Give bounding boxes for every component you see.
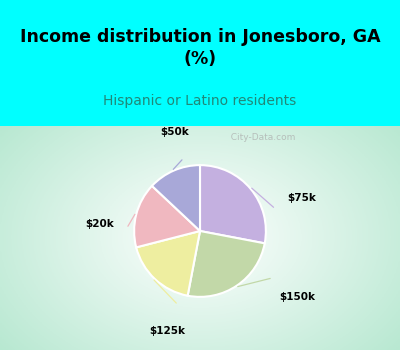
Text: $150k: $150k bbox=[280, 292, 316, 302]
Text: $20k: $20k bbox=[86, 219, 114, 229]
Wedge shape bbox=[136, 231, 200, 296]
Text: Hispanic or Latino residents: Hispanic or Latino residents bbox=[103, 94, 297, 108]
Wedge shape bbox=[200, 165, 266, 243]
Text: Income distribution in Jonesboro, GA
(%): Income distribution in Jonesboro, GA (%) bbox=[20, 28, 380, 68]
Text: $75k: $75k bbox=[288, 193, 316, 203]
Text: City-Data.com: City-Data.com bbox=[225, 133, 296, 142]
Wedge shape bbox=[188, 231, 265, 297]
Wedge shape bbox=[152, 165, 200, 231]
Text: $125k: $125k bbox=[149, 326, 185, 336]
Wedge shape bbox=[134, 186, 200, 247]
Text: $50k: $50k bbox=[160, 127, 189, 137]
